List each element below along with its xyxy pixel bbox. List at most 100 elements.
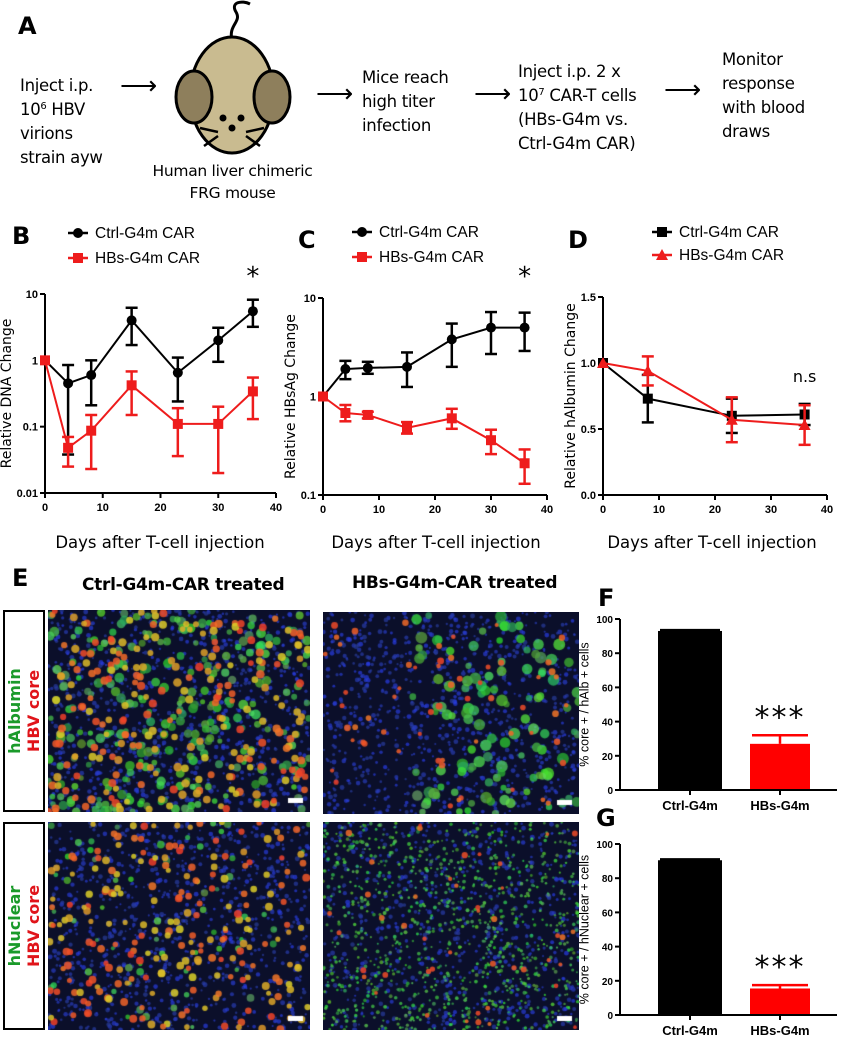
mouse-ear-right: [252, 69, 292, 125]
marker-square: [40, 355, 50, 366]
mouse-illustration: [174, 0, 292, 155]
x-tick-label: 10: [373, 504, 385, 516]
bar: [658, 860, 722, 1015]
y-tick-label: 1: [310, 392, 316, 404]
x-axis-label: Days after T-cell injection: [55, 533, 264, 552]
significance-annotation: *: [246, 262, 259, 292]
arrow-icon: ⟶: [120, 70, 158, 100]
step-text: 106 HBV: [20, 100, 86, 119]
mouse-ear-left: [174, 69, 214, 125]
y-tick-label: 100: [596, 615, 613, 626]
legend-label: HBs-G4m CAR: [95, 250, 200, 267]
marker-square: [213, 418, 224, 429]
legend-label: HBs-G4m CAR: [379, 249, 484, 266]
step-text: (HBs-G4m vs.: [518, 110, 628, 129]
marker-circle: [486, 322, 496, 333]
marker-circle: [340, 364, 351, 375]
y-tick-label: 80: [602, 874, 614, 885]
marker-square: [657, 227, 667, 237]
series-line: [602, 362, 805, 427]
marker-square: [519, 458, 530, 469]
marker-circle: [73, 228, 83, 238]
x-tick-label: 0: [600, 504, 606, 516]
step-inject-cart: Inject i.p. 2 x 107 CAR-T cells (HBs-G4m…: [518, 60, 637, 156]
step-text: strain ayw: [20, 148, 103, 167]
y-tick-label: 100: [596, 840, 613, 851]
y-tick-label: 0.1: [23, 422, 38, 434]
bar: [750, 988, 810, 1015]
arrow-icon: ⟶: [474, 78, 512, 108]
y-tick-label: 20: [602, 977, 614, 988]
micrograph-ctrl-albumin: [48, 610, 310, 812]
x-tick-label: 20: [154, 502, 166, 514]
step-text: response: [722, 74, 795, 93]
row-label-nuclear: hNuclear HBV core: [3, 822, 45, 1030]
x-tick-label: 10: [97, 502, 109, 514]
x-tick-label: Ctrl-G4m: [662, 1023, 718, 1038]
y-tick-label: 10: [304, 293, 316, 305]
mouse-caption: Human liver chimeric FRG mouse: [150, 160, 315, 204]
marker-circle: [357, 227, 367, 237]
marker-triangle: [725, 413, 738, 425]
x-tick-label: 40: [541, 504, 553, 516]
y-tick-label: 40: [602, 943, 614, 954]
marker-triangle: [798, 419, 811, 431]
caption-text: FRG mouse: [189, 184, 276, 202]
y-tick-label: 20: [602, 752, 614, 763]
y-tick-label: 0: [607, 786, 613, 797]
x-tick-label: 30: [485, 504, 497, 516]
marker-square: [357, 252, 367, 262]
step-text: high titer: [362, 92, 435, 111]
significance-annotation: *: [518, 262, 531, 292]
series-line: [44, 360, 254, 450]
y-tick-label: 80: [602, 649, 614, 660]
step-high-titer: Mice reach high titer infection: [362, 66, 449, 138]
arrow-icon: ⟶: [664, 74, 702, 104]
marker-square: [642, 393, 653, 404]
marker-triangle: [597, 357, 609, 368]
marker-square: [86, 425, 97, 436]
marker-square: [402, 422, 412, 433]
marker-square: [63, 442, 74, 453]
marker-circle: [362, 362, 373, 373]
step-text: draws: [722, 122, 770, 141]
y-tick-label: 0.1: [301, 490, 316, 502]
step-text: Monitor: [722, 50, 783, 69]
bar: [750, 743, 810, 790]
marker-square: [486, 435, 496, 446]
micrograph-hbs-albumin: [323, 612, 579, 814]
x-tick-label: 30: [765, 504, 777, 516]
marker-square: [340, 407, 351, 418]
panel-label-e: E: [12, 564, 29, 592]
x-tick-label: 20: [709, 504, 721, 516]
step-text: Mice reach: [362, 68, 449, 87]
series-line: [322, 326, 525, 398]
x-tick-label: HBs-G4m: [750, 798, 809, 813]
step-inject-virions: Inject i.p. 106 HBV virions strain ayw: [20, 74, 103, 170]
y-tick-label: 60: [602, 683, 614, 694]
marker-square: [318, 391, 328, 402]
y-tick-label: 0.0: [581, 490, 596, 502]
column-header-ctrl: Ctrl-G4m-CAR treated: [82, 575, 285, 595]
y-axis-label: Relative hAlbumin Change: [563, 303, 579, 488]
x-tick-label: 20: [429, 504, 441, 516]
step-text: Ctrl-G4m CAR): [518, 134, 636, 153]
marker-circle: [213, 335, 224, 346]
y-axis-label: Relative HBsAg Change: [283, 314, 299, 479]
marker-circle: [172, 367, 183, 378]
bar: [658, 630, 722, 790]
x-tick-label: Ctrl-G4m: [662, 798, 718, 813]
y-tick-label: 60: [602, 908, 614, 919]
marker-square: [172, 418, 183, 429]
y-axis-label: % core + / hAlb + cells: [577, 642, 591, 766]
series-line: [602, 362, 805, 417]
y-tick-label: 0.5: [581, 424, 596, 436]
marker-square: [73, 253, 83, 263]
row-label-albumin: hAlbumin HBV core: [3, 610, 45, 812]
y-axis-label: % core + / hNuclear + cells: [577, 855, 591, 1004]
x-axis-label: Days after T-cell injection: [607, 533, 816, 552]
significance-annotation: ***: [755, 950, 806, 985]
marker-circle: [446, 334, 457, 345]
x-tick-label: 40: [821, 504, 833, 516]
